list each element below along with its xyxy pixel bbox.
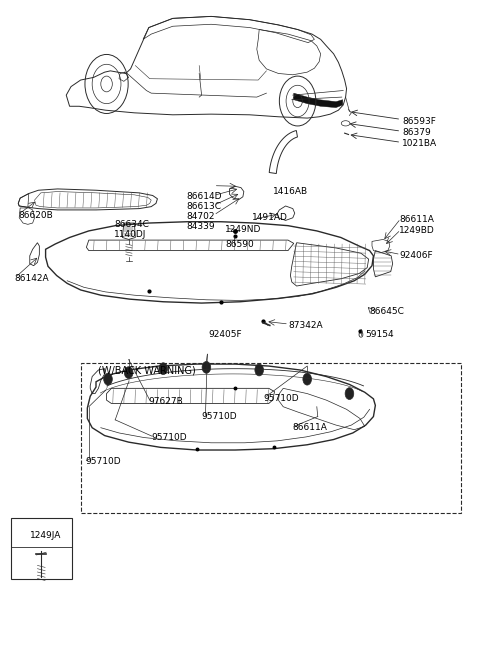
Text: 86142A: 86142A [14,274,49,283]
Text: 86620B: 86620B [18,211,53,220]
Bar [11,518,72,579]
Text: 84702: 84702 [186,212,215,221]
Text: 86613C: 86613C [186,202,221,211]
Circle shape [345,388,354,400]
Circle shape [124,367,133,379]
Text: 92406F: 92406F [399,251,433,260]
Text: 1491AD: 1491AD [252,213,288,222]
Text: 95710D: 95710D [263,394,299,403]
Text: 86634C: 86634C [114,220,149,229]
Text: 1249ND: 1249ND [225,225,261,234]
Text: 87342A: 87342A [288,321,323,330]
Text: 1140DJ: 1140DJ [114,230,146,239]
Text: 86593F: 86593F [402,117,436,126]
Circle shape [202,361,211,373]
Text: 92405F: 92405F [209,330,242,339]
Text: 95710D: 95710D [151,433,187,442]
Circle shape [255,364,264,376]
Text: 84339: 84339 [186,222,215,231]
Circle shape [104,373,112,385]
Text: 1249JA: 1249JA [30,531,61,541]
Polygon shape [294,93,343,108]
Text: 86611A: 86611A [399,215,434,224]
Text: 86590: 86590 [226,239,254,249]
Circle shape [159,363,168,375]
Text: 86645C: 86645C [370,307,405,316]
Text: 59154: 59154 [366,330,395,339]
Circle shape [303,373,312,385]
Bar [81,363,461,513]
Text: 95710D: 95710D [202,412,237,421]
Text: 1021BA: 1021BA [402,139,437,148]
Text: (W/BACK WARNING): (W/BACK WARNING) [98,365,196,376]
Text: 86611A: 86611A [293,423,328,432]
Text: 86379: 86379 [402,128,431,137]
Text: 1416AB: 1416AB [273,187,308,196]
Text: 86614D: 86614D [186,192,222,201]
Text: 95710D: 95710D [85,457,121,466]
Text: 1249BD: 1249BD [399,226,435,236]
Text: 97627B: 97627B [149,397,183,406]
